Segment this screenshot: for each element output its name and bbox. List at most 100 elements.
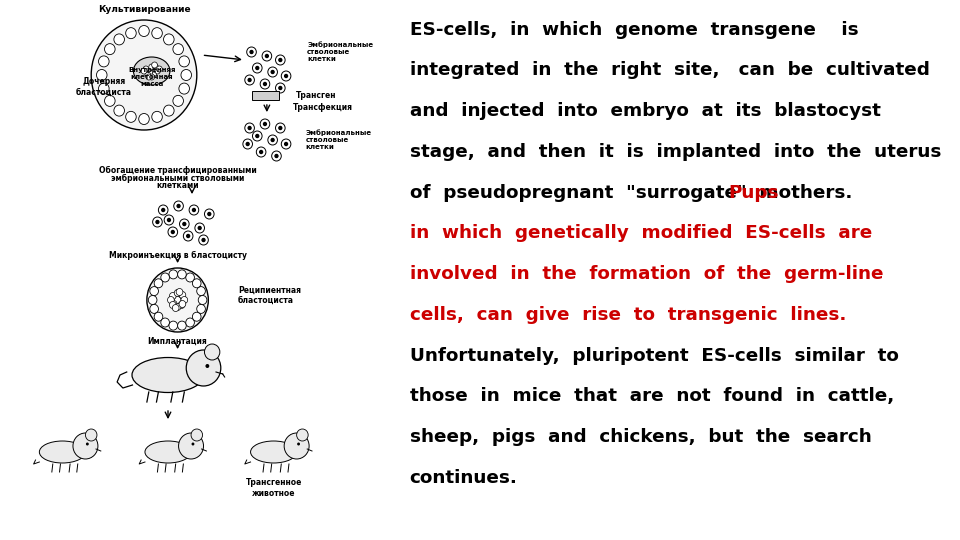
Text: stage,  and  then  it  is  implanted  into  the  uterus: stage, and then it is implanted into the… bbox=[410, 143, 941, 161]
Circle shape bbox=[163, 105, 174, 116]
Circle shape bbox=[85, 429, 97, 441]
Circle shape bbox=[203, 239, 205, 241]
Circle shape bbox=[96, 70, 108, 80]
Circle shape bbox=[161, 273, 169, 282]
Circle shape bbox=[152, 111, 162, 123]
Text: Эмбриональные
стволовые
клетки: Эмбриональные стволовые клетки bbox=[305, 130, 372, 150]
Circle shape bbox=[279, 86, 282, 90]
Text: sheep,  pigs  and  chickens,  but  the  search: sheep, pigs and chickens, but the search bbox=[410, 428, 872, 446]
Circle shape bbox=[191, 429, 203, 441]
Circle shape bbox=[180, 296, 188, 303]
Text: Эмбриональные
стволовые
клетки: Эмбриональные стволовые клетки bbox=[307, 42, 373, 62]
Text: cells,  can  give  rise  to  transgenic  lines.: cells, can give rise to transgenic lines… bbox=[410, 306, 846, 324]
Circle shape bbox=[297, 429, 308, 441]
Text: Внутренняя
клеточная
масса: Внутренняя клеточная масса bbox=[128, 67, 176, 87]
Text: Обогащение трансфицированными: Обогащение трансфицированными bbox=[99, 165, 256, 174]
Circle shape bbox=[192, 279, 201, 288]
Circle shape bbox=[247, 47, 256, 57]
Circle shape bbox=[186, 350, 221, 386]
Circle shape bbox=[179, 301, 185, 308]
Circle shape bbox=[91, 20, 197, 130]
Circle shape bbox=[156, 66, 162, 72]
Circle shape bbox=[126, 111, 136, 123]
Circle shape bbox=[169, 270, 178, 279]
Circle shape bbox=[276, 83, 285, 93]
Circle shape bbox=[245, 123, 254, 133]
Circle shape bbox=[138, 113, 150, 125]
Circle shape bbox=[175, 289, 181, 296]
Circle shape bbox=[192, 208, 196, 212]
Text: Культивирование: Культивирование bbox=[98, 5, 190, 15]
Circle shape bbox=[147, 70, 153, 76]
Text: Реципиентная
бластоциста: Реципиентная бластоциста bbox=[238, 285, 301, 305]
Text: Дочерняя
бластоциста: Дочерняя бластоциста bbox=[76, 77, 132, 97]
Circle shape bbox=[179, 56, 189, 67]
Circle shape bbox=[173, 305, 180, 312]
Circle shape bbox=[161, 318, 169, 327]
Ellipse shape bbox=[145, 441, 191, 463]
Circle shape bbox=[285, 75, 288, 78]
Circle shape bbox=[151, 72, 156, 78]
Circle shape bbox=[86, 442, 89, 446]
Circle shape bbox=[175, 296, 181, 303]
Circle shape bbox=[174, 201, 183, 211]
Circle shape bbox=[169, 321, 178, 330]
Ellipse shape bbox=[251, 441, 297, 463]
Circle shape bbox=[260, 119, 270, 129]
Circle shape bbox=[255, 134, 259, 138]
Text: Pups: Pups bbox=[728, 184, 779, 201]
Circle shape bbox=[276, 154, 278, 158]
Circle shape bbox=[170, 300, 178, 307]
Circle shape bbox=[285, 143, 288, 145]
Circle shape bbox=[152, 62, 157, 68]
Circle shape bbox=[248, 126, 252, 130]
Circle shape bbox=[195, 223, 204, 233]
Circle shape bbox=[243, 139, 252, 149]
Text: those  in  mice  that  are  not  found  in  cattle,: those in mice that are not found in catt… bbox=[410, 388, 894, 406]
Circle shape bbox=[208, 213, 211, 215]
Circle shape bbox=[263, 123, 267, 125]
Text: involved  in  the  formation  of  the  germ-line: involved in the formation of the germ-li… bbox=[410, 265, 883, 283]
Text: Трансген: Трансген bbox=[296, 91, 336, 100]
Circle shape bbox=[268, 135, 277, 145]
Circle shape bbox=[155, 279, 163, 288]
Circle shape bbox=[204, 344, 220, 360]
Circle shape bbox=[152, 28, 162, 39]
Circle shape bbox=[114, 105, 125, 116]
Text: ES-cells,  in  which  genome  transgene    is: ES-cells, in which genome transgene is bbox=[410, 21, 858, 38]
Circle shape bbox=[179, 83, 189, 94]
Circle shape bbox=[260, 79, 270, 89]
Circle shape bbox=[175, 303, 181, 310]
Circle shape bbox=[138, 25, 150, 37]
Circle shape bbox=[126, 28, 136, 39]
Circle shape bbox=[147, 268, 208, 332]
Circle shape bbox=[173, 44, 183, 55]
Circle shape bbox=[167, 296, 175, 303]
Circle shape bbox=[163, 34, 174, 45]
Circle shape bbox=[281, 139, 291, 149]
Circle shape bbox=[183, 222, 186, 226]
Circle shape bbox=[197, 287, 205, 295]
Circle shape bbox=[255, 66, 259, 70]
Circle shape bbox=[155, 68, 160, 74]
Circle shape bbox=[177, 205, 180, 207]
Circle shape bbox=[73, 433, 98, 459]
Circle shape bbox=[279, 58, 282, 62]
Ellipse shape bbox=[132, 357, 204, 393]
Circle shape bbox=[145, 72, 151, 78]
Circle shape bbox=[150, 305, 158, 313]
Circle shape bbox=[199, 226, 202, 230]
Circle shape bbox=[268, 67, 277, 77]
Circle shape bbox=[250, 51, 253, 53]
Circle shape bbox=[204, 209, 214, 219]
Circle shape bbox=[172, 231, 175, 233]
Circle shape bbox=[149, 295, 157, 305]
Circle shape bbox=[168, 227, 178, 237]
Circle shape bbox=[179, 300, 186, 307]
Ellipse shape bbox=[133, 57, 170, 85]
Circle shape bbox=[173, 96, 183, 106]
Text: Unfortunately,  pluripotent  ES-cells  similar  to: Unfortunately, pluripotent ES-cells simi… bbox=[410, 347, 899, 364]
Bar bbox=[252, 91, 279, 100]
Text: Микроинъекция в бластоцисту: Микроинъекция в бластоцисту bbox=[108, 251, 247, 260]
Circle shape bbox=[114, 34, 125, 45]
